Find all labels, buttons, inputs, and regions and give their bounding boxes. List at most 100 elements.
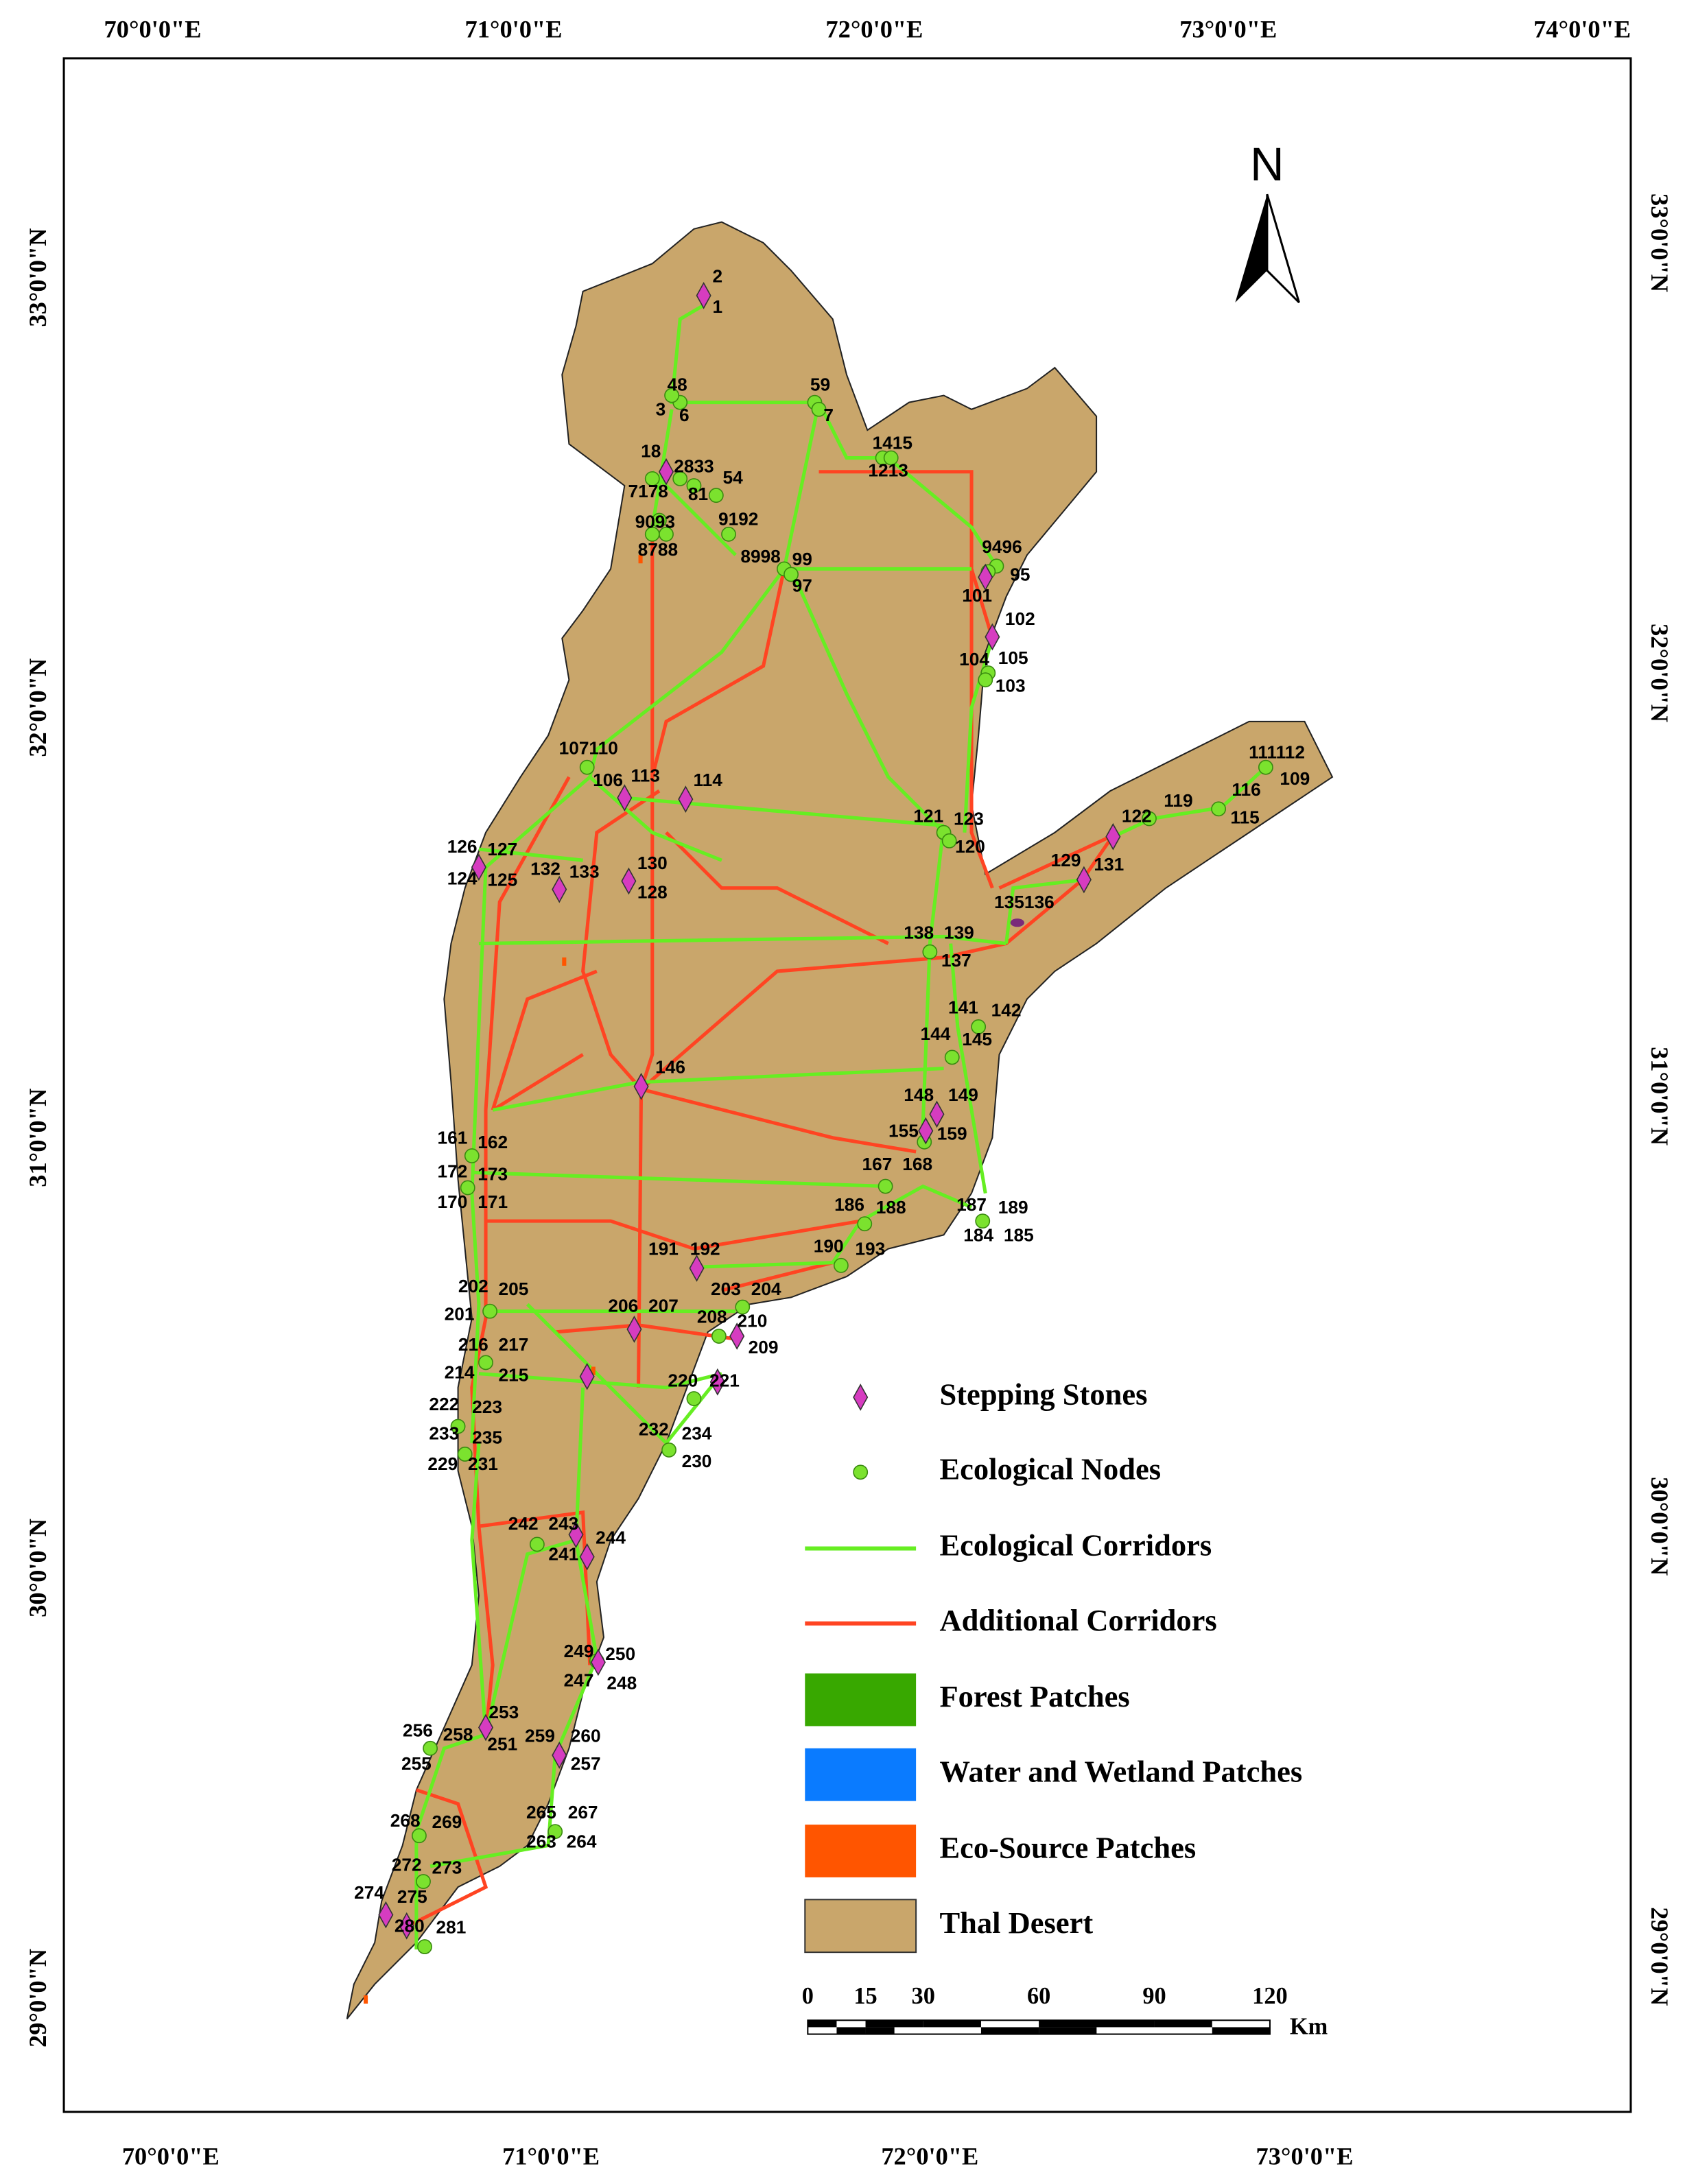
graticule-left-label: 30°0'0"N xyxy=(24,1519,51,1617)
node-label: 137 xyxy=(941,950,971,971)
node-label: 113 xyxy=(631,765,659,786)
node-label: 208 xyxy=(697,1307,727,1327)
node-label: 133 xyxy=(569,861,600,881)
node-label: 125 xyxy=(487,869,517,890)
ecological-node xyxy=(711,1329,727,1344)
node-label: 202 xyxy=(458,1276,488,1296)
scale-bar-segment xyxy=(1039,2027,1097,2034)
node-label: 111112 xyxy=(1249,741,1305,762)
node-label: 221 xyxy=(709,1370,740,1391)
node-label: 127 xyxy=(487,839,517,859)
scale-bar-segment xyxy=(1039,2020,1155,2028)
node-label: 281 xyxy=(436,1917,467,1938)
additional-corridor xyxy=(721,1261,834,1292)
ecological-corridor xyxy=(478,934,1006,946)
additional-corridor xyxy=(818,470,994,639)
node-label: 2 xyxy=(713,266,723,287)
ecological-node xyxy=(941,833,957,848)
node-label: 191 xyxy=(648,1239,679,1259)
node-label: 263 xyxy=(526,1831,556,1851)
scale-bar-segment xyxy=(980,2027,1039,2034)
node-label: 114 xyxy=(693,770,722,790)
ecological-corridor xyxy=(1004,877,1085,944)
node-label: 247 xyxy=(564,1670,594,1691)
legend: Stepping Stones Ecological Nodes Ecologica… xyxy=(804,1377,1302,1954)
node-label: 131 xyxy=(1094,854,1124,875)
stepping-stone xyxy=(689,1255,705,1282)
graticule-right-label: 29°0'0"N xyxy=(1646,1907,1673,2006)
stepping-stone xyxy=(590,1648,606,1676)
stepping-stone xyxy=(478,1713,494,1742)
node-label: 1415 xyxy=(872,432,912,453)
stepping-stone xyxy=(579,1543,595,1571)
ecological-node xyxy=(460,1180,475,1196)
stepping-stone xyxy=(729,1322,745,1350)
ecological-node xyxy=(423,1740,438,1756)
ecological-node xyxy=(883,450,899,466)
node-label: 6 xyxy=(679,405,690,425)
node-label: 268 xyxy=(390,1810,421,1831)
node-label: 204 xyxy=(751,1279,781,1299)
node-label: 105 xyxy=(998,648,1028,668)
stepping-stone xyxy=(929,1100,945,1128)
north-label: N xyxy=(1250,138,1284,191)
additional-corridor xyxy=(401,1788,488,1931)
node-label: 274 xyxy=(354,1882,384,1903)
node-label: 201 xyxy=(445,1304,475,1325)
ecological-corridor xyxy=(478,847,583,862)
ecological-node xyxy=(664,388,680,403)
ecological-corridor xyxy=(478,1372,722,1390)
legend-label: Forest Patches xyxy=(940,1679,1130,1713)
ecological-corridor xyxy=(949,943,987,1194)
scale-bar-label: 60 xyxy=(1027,1983,1050,2009)
node-label: 203 xyxy=(711,1279,741,1299)
ecological-node xyxy=(735,1299,751,1315)
scale-bar-segment xyxy=(808,2020,837,2028)
legend-symbol xyxy=(853,1384,869,1411)
scale-bar-segment xyxy=(1212,2027,1270,2034)
scale-bar-label: 120 xyxy=(1252,1983,1288,2009)
additional-corridor xyxy=(491,1053,584,1112)
node-label: 126 xyxy=(447,836,478,857)
node-label: 235 xyxy=(472,1427,502,1448)
node-label: 190 xyxy=(814,1235,844,1256)
ecological-node xyxy=(1142,811,1157,827)
ecological-node xyxy=(450,1419,466,1434)
node-label: 214 xyxy=(445,1362,475,1383)
scale-bar-label: 30 xyxy=(912,1983,935,2009)
ecological-node xyxy=(922,944,938,960)
node-label: 250 xyxy=(605,1643,635,1664)
node-label: 273 xyxy=(432,1857,462,1878)
stepping-stone xyxy=(471,853,486,881)
scale-bar-label: 15 xyxy=(853,1983,877,2009)
legend-symbol xyxy=(805,1673,917,1726)
graticule-top-label: 70°0'0"E xyxy=(104,16,202,43)
ecological-node xyxy=(708,488,724,503)
node-label: 103 xyxy=(996,675,1026,696)
scale-bar-unit: Km xyxy=(1290,2014,1328,2040)
stepping-stone xyxy=(552,875,567,903)
node-label: 128 xyxy=(637,882,668,903)
node-label: 222 xyxy=(429,1394,459,1414)
ecological-corridor xyxy=(589,775,722,862)
graticule-bottom-label: 72°0'0"E xyxy=(881,2143,978,2170)
node-label: 161 xyxy=(438,1128,468,1148)
node-label: 257 xyxy=(571,1753,601,1774)
graticule: 70°0'0"E 71°0'0"E 72°0'0"E 73°0'0"E 74°0'0"E… xyxy=(24,16,1673,2170)
node-label: 275 xyxy=(397,1886,427,1907)
node-label: 185 xyxy=(1004,1224,1034,1245)
node-label: 206 xyxy=(608,1295,638,1316)
legend-label: Additional Corridors xyxy=(940,1603,1217,1637)
node-label: 121 xyxy=(913,805,943,826)
stepping-stone xyxy=(626,1316,642,1343)
stepping-stone xyxy=(1076,866,1092,894)
graticule-left-label: 33°0'0"N xyxy=(24,228,51,327)
graticule-top-label: 73°0'0"E xyxy=(1179,16,1277,43)
node-label: 269 xyxy=(432,1812,462,1832)
node-label: 97 xyxy=(792,575,812,596)
node-label: 162 xyxy=(478,1132,508,1152)
ecological-node xyxy=(686,1391,702,1406)
ecological-node xyxy=(1258,759,1273,775)
legend-symbol xyxy=(805,1825,917,1877)
node-label: 251 xyxy=(487,1734,517,1755)
